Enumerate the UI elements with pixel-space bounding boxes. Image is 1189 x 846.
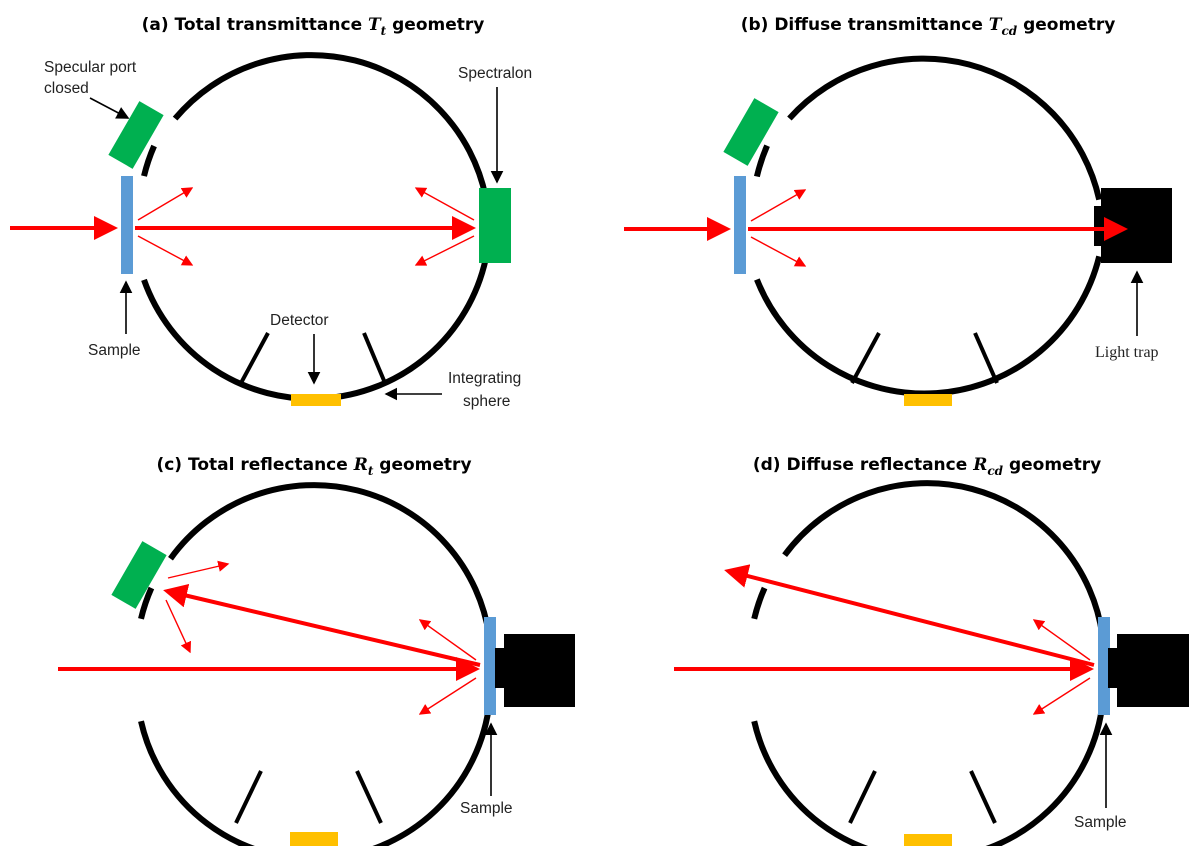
light-trap-b	[1101, 188, 1172, 263]
integrating-sphere-d	[751, 480, 1106, 846]
spectralon-label: Spectralon	[458, 65, 532, 82]
baffle-right-d	[969, 770, 997, 824]
baffle-left-c	[234, 770, 263, 824]
panel-a: (a) Total transmittance Tt geometry Spec…	[10, 15, 532, 410]
panel-d-title: (d) Diffuse reflectance Rcd geometry	[753, 455, 1101, 478]
integrating-sphere-b	[753, 55, 1103, 397]
light-trap-d	[1117, 634, 1189, 707]
scatter-ray-c4	[418, 677, 477, 715]
light-trap-label: Light trap	[1095, 344, 1159, 361]
integrating-sphere-label: Integrating	[448, 370, 521, 387]
specular-port-b	[723, 98, 779, 166]
integrating-sphere-c	[138, 482, 493, 846]
detector-label: Detector	[270, 312, 329, 329]
integrating-sphere-label-2: sphere	[463, 393, 510, 410]
baffle-left-d	[848, 770, 877, 824]
scatter-ray-d1	[1032, 619, 1091, 661]
scatter-ray-d2	[1032, 677, 1091, 715]
baffle-right-a	[362, 332, 387, 384]
scatter-ray-b2	[750, 236, 807, 267]
scatter-ray-b1	[750, 189, 807, 222]
specular-port-label: Specular port	[44, 59, 137, 76]
scatter-ray-a3	[414, 187, 475, 221]
light-trap-neck-c	[495, 648, 505, 688]
panel-b-title: (b) Diffuse transmittance Tcd geometry	[741, 15, 1116, 38]
detector-a	[291, 394, 341, 406]
spectralon-a	[479, 188, 511, 263]
baffle-left-a	[239, 332, 270, 384]
sample-a	[121, 176, 133, 274]
detector-b	[904, 394, 952, 406]
specular-port-leader	[89, 97, 130, 119]
scatter-ray-c1	[167, 560, 230, 579]
scatter-ray-c3	[418, 619, 477, 661]
specular-beam-c	[163, 583, 481, 667]
sample-c	[484, 617, 496, 715]
light-trap-neck-b	[1094, 206, 1104, 246]
detector-d	[904, 834, 952, 846]
light-trap-c	[504, 634, 575, 707]
specular-port-label-2: closed	[44, 80, 89, 97]
specular-port-c	[111, 541, 167, 609]
detector-c	[290, 832, 338, 846]
panel-a-title: (a) Total transmittance Tt geometry	[142, 15, 485, 38]
light-trap-neck-d	[1108, 648, 1118, 688]
sample-b	[734, 176, 746, 274]
baffle-left-b	[850, 332, 881, 384]
baffle-right-c	[355, 770, 383, 824]
panel-d: (d) Diffuse reflectance Rcd geometry Sam…	[674, 455, 1189, 846]
baffle-right-b	[973, 332, 999, 384]
sample-label-a: Sample	[88, 342, 141, 359]
sample-label-d: Sample	[1074, 814, 1127, 831]
scatter-ray-a1	[137, 187, 194, 221]
specular-port-a	[108, 101, 164, 169]
sample-d	[1098, 617, 1110, 715]
specular-beam-d	[724, 564, 1095, 667]
panel-b: (b) Diffuse transmittance Tcd geometry L…	[624, 15, 1172, 406]
scatter-ray-a2	[137, 235, 194, 266]
sample-label-c: Sample	[460, 800, 513, 817]
panel-c: (c) Total reflectance Rt geometry Sample	[58, 455, 575, 846]
panel-c-title: (c) Total reflectance Rt geometry	[156, 455, 471, 478]
scatter-ray-a4	[414, 235, 475, 266]
scatter-ray-c2	[165, 599, 191, 654]
